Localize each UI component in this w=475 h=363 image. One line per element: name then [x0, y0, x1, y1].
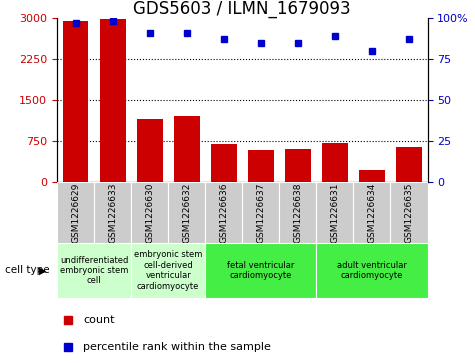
Bar — [359, 170, 385, 182]
Bar — [285, 150, 311, 182]
Text: embryonic stem
cell-derived
ventricular
cardiomyocyte: embryonic stem cell-derived ventricular … — [134, 250, 202, 290]
Text: GSM1226633: GSM1226633 — [108, 182, 117, 242]
Bar — [63, 21, 88, 182]
Text: GSM1226638: GSM1226638 — [294, 182, 302, 242]
Text: GSM1226632: GSM1226632 — [182, 182, 191, 242]
Bar — [131, 182, 168, 243]
Text: percentile rank within the sample: percentile rank within the sample — [83, 342, 271, 352]
Bar — [100, 19, 125, 182]
Text: GSM1226630: GSM1226630 — [145, 182, 154, 242]
Text: undifferentiated
embryonic stem
cell: undifferentiated embryonic stem cell — [60, 256, 128, 285]
Text: GSM1226636: GSM1226636 — [219, 182, 228, 242]
Bar — [396, 147, 422, 182]
Bar — [205, 243, 316, 298]
Bar — [57, 182, 94, 243]
Bar — [174, 116, 200, 182]
Bar — [137, 119, 162, 182]
Bar — [322, 143, 348, 182]
Text: GSM1226631: GSM1226631 — [331, 182, 339, 242]
Bar — [168, 182, 205, 243]
Bar — [242, 182, 279, 243]
Bar — [248, 150, 274, 182]
Bar — [390, 182, 428, 243]
Bar — [316, 243, 428, 298]
Title: GDS5603 / ILMN_1679093: GDS5603 / ILMN_1679093 — [133, 0, 351, 18]
Bar — [353, 182, 390, 243]
Text: GSM1226634: GSM1226634 — [368, 182, 376, 242]
Text: ▶: ▶ — [39, 265, 47, 276]
Bar — [205, 182, 242, 243]
Text: GSM1226629: GSM1226629 — [71, 182, 80, 242]
Text: GSM1226637: GSM1226637 — [256, 182, 265, 242]
Bar — [57, 243, 131, 298]
Text: count: count — [83, 315, 114, 325]
Bar — [316, 182, 353, 243]
Bar — [131, 243, 205, 298]
Text: cell type: cell type — [5, 265, 49, 276]
Text: adult ventricular
cardiomyocyte: adult ventricular cardiomyocyte — [337, 261, 407, 280]
Bar — [94, 182, 131, 243]
Bar — [279, 182, 316, 243]
Bar — [211, 144, 237, 182]
Text: GSM1226635: GSM1226635 — [405, 182, 413, 242]
Text: fetal ventricular
cardiomyocyte: fetal ventricular cardiomyocyte — [227, 261, 294, 280]
